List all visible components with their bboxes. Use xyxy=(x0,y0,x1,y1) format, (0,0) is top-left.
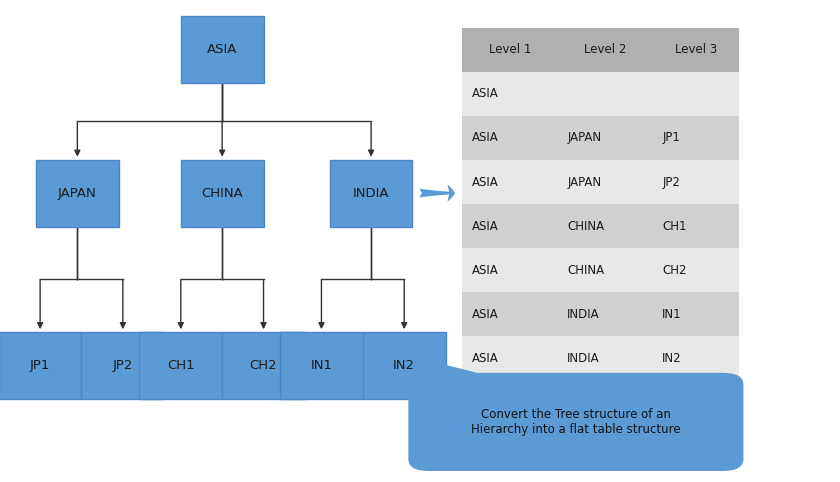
FancyBboxPatch shape xyxy=(181,16,264,83)
Text: CHINA: CHINA xyxy=(202,187,243,200)
Text: JP2: JP2 xyxy=(113,359,133,372)
FancyBboxPatch shape xyxy=(222,332,305,399)
Text: Level 1: Level 1 xyxy=(489,43,531,56)
Text: ASIA: ASIA xyxy=(207,43,238,56)
Text: JAPAN: JAPAN xyxy=(567,175,601,188)
Text: CHINA: CHINA xyxy=(567,264,604,277)
Text: ASIA: ASIA xyxy=(472,87,499,100)
FancyBboxPatch shape xyxy=(408,373,743,471)
Text: ASIA: ASIA xyxy=(472,264,499,277)
Text: Convert the Tree structure of an
Hierarchy into a flat table structure: Convert the Tree structure of an Hierarc… xyxy=(471,408,680,436)
Text: INDIA: INDIA xyxy=(567,352,600,365)
Text: IN2: IN2 xyxy=(393,359,415,372)
Text: CH1: CH1 xyxy=(167,359,195,372)
FancyBboxPatch shape xyxy=(462,248,739,292)
FancyBboxPatch shape xyxy=(462,72,739,116)
FancyBboxPatch shape xyxy=(462,116,739,160)
Text: JAPAN: JAPAN xyxy=(58,187,97,200)
Text: Level 3: Level 3 xyxy=(675,43,717,56)
FancyBboxPatch shape xyxy=(81,332,165,399)
Text: IN1: IN1 xyxy=(663,308,682,321)
Text: ASIA: ASIA xyxy=(472,220,499,233)
FancyBboxPatch shape xyxy=(462,292,739,336)
FancyBboxPatch shape xyxy=(139,332,222,399)
Text: JAPAN: JAPAN xyxy=(567,132,601,145)
Text: JP1: JP1 xyxy=(30,359,50,372)
Text: INDIA: INDIA xyxy=(353,187,390,200)
FancyBboxPatch shape xyxy=(0,332,81,399)
Text: CH2: CH2 xyxy=(249,359,277,372)
Text: CHINA: CHINA xyxy=(567,220,604,233)
FancyBboxPatch shape xyxy=(280,332,363,399)
Text: JP2: JP2 xyxy=(663,175,680,188)
Text: JP1: JP1 xyxy=(663,132,680,145)
Text: ASIA: ASIA xyxy=(472,308,499,321)
FancyBboxPatch shape xyxy=(462,336,739,380)
Text: CH1: CH1 xyxy=(663,220,687,233)
FancyBboxPatch shape xyxy=(181,160,264,227)
FancyBboxPatch shape xyxy=(36,160,118,227)
FancyBboxPatch shape xyxy=(462,160,739,204)
Text: INDIA: INDIA xyxy=(567,308,600,321)
Polygon shape xyxy=(391,351,524,385)
FancyBboxPatch shape xyxy=(330,160,412,227)
Text: ASIA: ASIA xyxy=(472,132,499,145)
Text: CH2: CH2 xyxy=(663,264,687,277)
Text: ASIA: ASIA xyxy=(472,175,499,188)
FancyBboxPatch shape xyxy=(363,332,445,399)
FancyBboxPatch shape xyxy=(462,28,739,72)
Text: IN1: IN1 xyxy=(311,359,333,372)
FancyBboxPatch shape xyxy=(462,204,739,248)
Text: Level 2: Level 2 xyxy=(584,43,626,56)
Text: ASIA: ASIA xyxy=(472,352,499,365)
Text: IN2: IN2 xyxy=(663,352,682,365)
